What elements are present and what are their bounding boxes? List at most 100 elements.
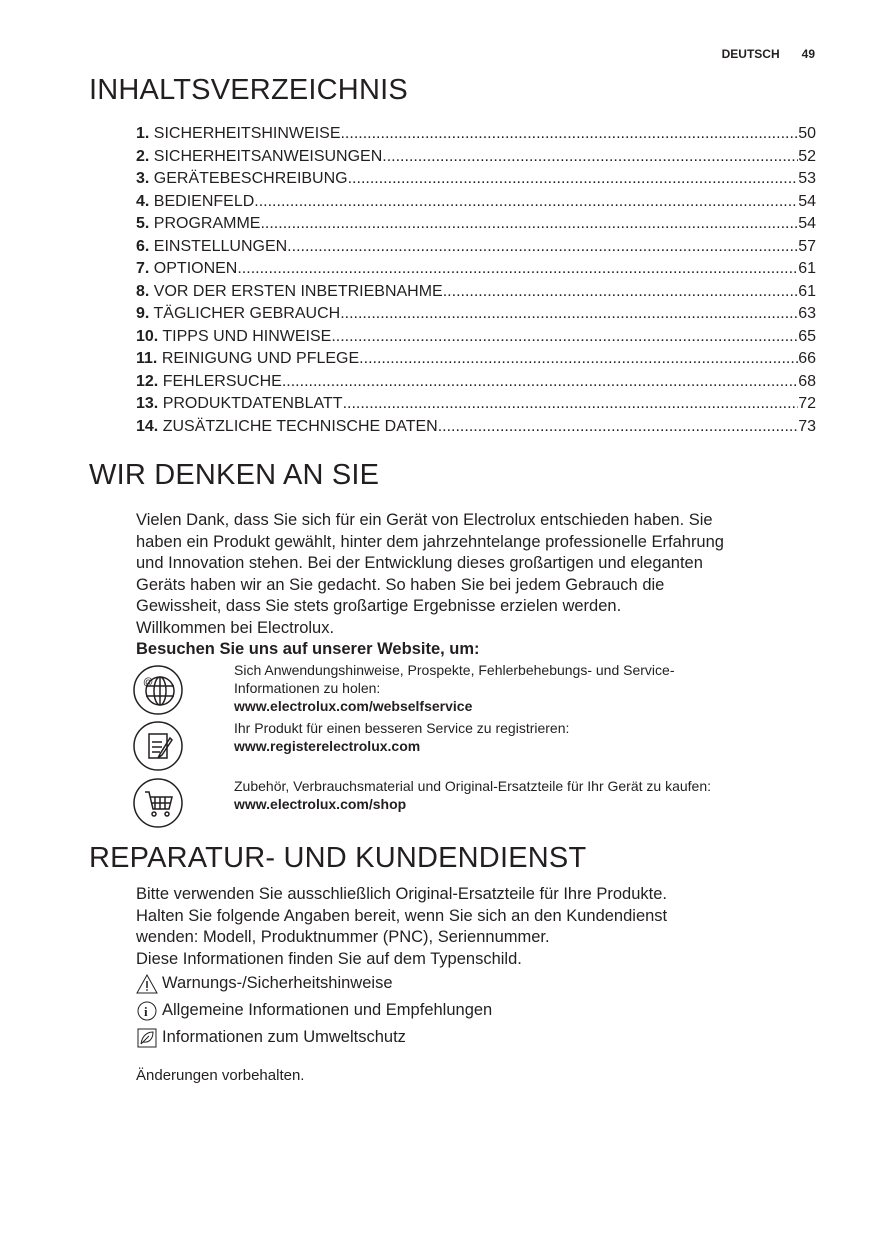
dot-leader xyxy=(331,326,798,349)
toc-entry[interactable]: 7. OPTIONEN 61 xyxy=(136,258,816,281)
toc-label: REINIGUNG UND PFLEGE xyxy=(161,350,360,367)
toc-label: EINSTELLUNGEN xyxy=(153,237,288,255)
toc-number: 8. xyxy=(136,282,150,300)
svg-text:i: i xyxy=(144,1004,148,1019)
toc-number: 12. xyxy=(136,372,159,390)
changes-note: Änderungen vorbehalten. xyxy=(136,1067,305,1084)
dot-leader xyxy=(237,258,798,281)
globe-at-icon: @ xyxy=(133,665,183,715)
symbol-label: Warnungs-/Sicherheitshinweise xyxy=(162,973,393,992)
service-title: REPARATUR- UND KUNDENDIENST xyxy=(89,842,587,874)
dot-leader xyxy=(438,416,799,439)
welcome-title: WIR DENKEN AN SIE xyxy=(89,459,380,491)
toc-entry[interactable]: 12. FEHLERSUCHE 68 xyxy=(136,371,816,394)
toc-number: 7. xyxy=(136,260,150,277)
toc-number: 10. xyxy=(136,327,159,345)
toc-entry[interactable]: 5. PROGRAMME 54 xyxy=(136,213,816,236)
dot-leader xyxy=(260,213,798,236)
toc-number: 5. xyxy=(136,215,150,232)
toc-label: VOR DER ERSTEN INBETRIEBNAHME xyxy=(153,282,443,300)
toc-page: 63 xyxy=(798,305,816,322)
text-line: Geräts haben wir an Sie gedacht. So habe… xyxy=(136,575,665,594)
dot-leader xyxy=(443,281,798,304)
symbol-label: Informationen zum Umweltschutz xyxy=(162,1027,406,1046)
toc-entry-label: 6. EINSTELLUNGEN xyxy=(136,236,287,259)
toc-label: TÄGLICHER GEBRAUCH xyxy=(153,305,341,322)
toc-entry-label: 4. BEDIENFELD xyxy=(136,191,254,214)
toc-page: 73 xyxy=(798,417,816,435)
dot-leader xyxy=(348,168,799,191)
toc-page: 50 xyxy=(798,125,816,142)
toc-page: 66 xyxy=(798,350,816,367)
toc-entry[interactable]: 14. ZUSÄTZLICHE TECHNISCHE DATEN 73 xyxy=(136,416,816,439)
toc-label: TIPPS UND HINWEISE xyxy=(162,327,332,345)
toc-entry-label: 3. GERÄTEBESCHREIBUNG xyxy=(136,168,348,191)
toc-entry-label: 13. PRODUKTDATENBLATT xyxy=(136,393,343,416)
page-header: DEUTSCH 49 xyxy=(700,47,815,61)
info-circle-icon: i xyxy=(137,1001,157,1020)
symbol-row: i Allgemeine Informationen und Empfehlung… xyxy=(136,997,826,1024)
dot-leader xyxy=(287,236,798,259)
welcome-text: Vielen Dank, dass Sie sich für ein Gerät… xyxy=(136,510,826,661)
toc-entry[interactable]: 2. SICHERHEITSANWEISUNGEN 52 xyxy=(136,146,816,169)
toc-entry-label: 12. FEHLERSUCHE xyxy=(136,371,282,394)
link-description: Sich Anwendungshinweise, Prospekte, Fehl… xyxy=(234,662,675,678)
visit-heading: Besuchen Sie uns auf unserer Website, um… xyxy=(136,640,480,658)
toc-page: 65 xyxy=(798,327,816,345)
toc-label: PROGRAMME xyxy=(153,215,261,232)
text-line: Bitte verwenden Sie ausschließlich Origi… xyxy=(136,885,667,903)
text-line: und Innovation stehen. Bei der Entwicklu… xyxy=(136,554,703,572)
toc-page: 52 xyxy=(798,147,816,165)
text-line: wenden: Modell, Produktnummer (PNC), Ser… xyxy=(136,928,550,946)
toc-page: 54 xyxy=(798,215,816,232)
symbol-row: Informationen zum Umweltschutz xyxy=(136,1024,826,1051)
toc-page: 72 xyxy=(798,395,816,412)
toc-number: 6. xyxy=(136,237,150,255)
toc-entry[interactable]: 11. REINIGUNG UND PFLEGE 66 xyxy=(136,348,816,371)
toc-title: INHALTSVERZEICHNIS xyxy=(89,74,408,106)
table-of-contents: 1. SICHERHEITSHINWEISE 50 2. SICHERHEITSAN… xyxy=(136,123,816,438)
toc-entry[interactable]: 13. PRODUKTDATENBLATT 72 xyxy=(136,393,816,416)
toc-page: 53 xyxy=(798,170,816,187)
toc-entry[interactable]: 4. BEDIENFELD 54 xyxy=(136,191,816,214)
toc-label: FEHLERSUCHE xyxy=(162,372,282,390)
toc-entry[interactable]: 3. GERÄTEBESCHREIBUNG 53 xyxy=(136,168,816,191)
toc-entry-label: 5. PROGRAMME xyxy=(136,213,260,236)
service-text: Bitte verwenden Sie ausschließlich Origi… xyxy=(136,884,826,1087)
toc-entry[interactable]: 6. EINSTELLUNGEN 57 xyxy=(136,236,816,259)
dot-leader xyxy=(359,348,798,371)
toc-page: 61 xyxy=(798,282,816,300)
text-line: Willkommen bei Electrolux. xyxy=(136,618,335,637)
dot-leader xyxy=(254,191,798,214)
text-line: Gewissheit, dass Sie stets großartige Er… xyxy=(136,597,622,615)
toc-page: 54 xyxy=(798,192,816,210)
link-description: Zubehör, Verbrauchsmaterial und Original… xyxy=(234,778,712,794)
language-label: DEUTSCH xyxy=(721,47,780,61)
text-line: Vielen Dank, dass Sie sich für ein Gerät… xyxy=(136,511,713,529)
toc-entry[interactable]: 10. TIPPS UND HINWEISE 65 xyxy=(136,326,816,349)
toc-number: 11. xyxy=(136,350,158,367)
register-link[interactable]: www.registerelectrolux.com xyxy=(234,738,421,754)
toc-label: GERÄTEBESCHREIBUNG xyxy=(153,170,348,187)
toc-entry[interactable]: 8. VOR DER ERSTEN INBETRIEBNAHME 61 xyxy=(136,281,816,304)
symbol-label: Allgemeine Informationen und Empfehlunge… xyxy=(162,1000,493,1019)
shop-link[interactable]: www.electrolux.com/shop xyxy=(234,796,407,812)
toc-label: BEDIENFELD xyxy=(153,192,255,210)
svg-text:@: @ xyxy=(143,677,153,688)
dot-leader xyxy=(340,303,798,326)
text-line: Diese Informationen finden Sie auf dem T… xyxy=(136,949,522,968)
link-description: Ihr Produkt für einen besseren Service z… xyxy=(234,720,570,736)
page-number: 49 xyxy=(801,47,815,61)
toc-label: OPTIONEN xyxy=(153,260,238,277)
toc-entry-label: 11. REINIGUNG UND PFLEGE xyxy=(136,348,359,371)
leaf-icon xyxy=(137,1028,157,1047)
webselfservice-link[interactable]: www.electrolux.com/webselfservice xyxy=(234,698,473,714)
toc-page: 57 xyxy=(798,237,816,255)
toc-label: PRODUKTDATENBLATT xyxy=(162,395,343,412)
toc-entry[interactable]: 1. SICHERHEITSHINWEISE 50 xyxy=(136,123,816,146)
link-description: Informationen zu holen: xyxy=(234,680,381,696)
toc-entry[interactable]: 9. TÄGLICHER GEBRAUCH 63 xyxy=(136,303,816,326)
text-line: haben ein Produkt gewählt, hinter dem ja… xyxy=(136,532,724,551)
toc-entry-label: 2. SICHERHEITSANWEISUNGEN xyxy=(136,146,382,169)
